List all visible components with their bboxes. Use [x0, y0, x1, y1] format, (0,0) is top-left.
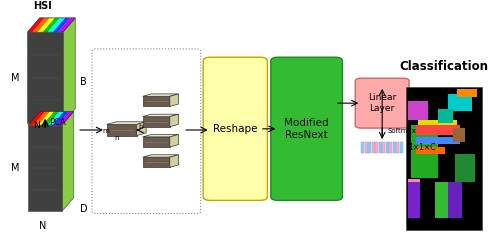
- Polygon shape: [106, 122, 146, 124]
- Text: N: N: [34, 121, 40, 130]
- Bar: [452, 128, 465, 142]
- Bar: [418, 120, 458, 125]
- Polygon shape: [28, 32, 63, 123]
- Polygon shape: [170, 155, 178, 167]
- Polygon shape: [38, 18, 55, 32]
- Bar: [406, 87, 482, 230]
- Text: m: m: [102, 128, 109, 134]
- Polygon shape: [106, 124, 136, 136]
- Polygon shape: [42, 18, 60, 32]
- Polygon shape: [142, 137, 170, 147]
- Polygon shape: [28, 125, 62, 211]
- Polygon shape: [136, 122, 146, 136]
- Bar: [368, 142, 372, 153]
- Text: Modified
ResNext: Modified ResNext: [284, 118, 329, 140]
- Text: Linear
Layer: Linear Layer: [368, 94, 396, 113]
- Bar: [400, 142, 402, 153]
- Text: M: M: [11, 163, 20, 173]
- Polygon shape: [58, 18, 76, 32]
- Text: b: b: [138, 124, 142, 130]
- Polygon shape: [142, 96, 170, 106]
- Text: Classification: Classification: [400, 60, 488, 73]
- Polygon shape: [142, 157, 170, 167]
- Text: Softmax: Softmax: [387, 128, 416, 134]
- Polygon shape: [32, 18, 50, 32]
- Polygon shape: [48, 112, 64, 125]
- FancyBboxPatch shape: [271, 57, 342, 201]
- Polygon shape: [53, 18, 70, 32]
- FancyBboxPatch shape: [356, 78, 409, 128]
- Polygon shape: [170, 94, 178, 106]
- Bar: [438, 108, 452, 123]
- Bar: [361, 142, 364, 153]
- Bar: [375, 142, 378, 153]
- Polygon shape: [28, 18, 45, 32]
- Polygon shape: [142, 134, 178, 137]
- Bar: [364, 142, 368, 153]
- Bar: [389, 142, 392, 153]
- Polygon shape: [170, 134, 178, 147]
- Bar: [416, 147, 445, 154]
- Bar: [416, 137, 460, 144]
- Bar: [455, 154, 475, 182]
- Bar: [396, 142, 399, 153]
- Polygon shape: [38, 112, 54, 125]
- Polygon shape: [142, 94, 178, 96]
- Polygon shape: [142, 155, 178, 157]
- Bar: [382, 142, 386, 153]
- Text: n: n: [114, 135, 119, 141]
- Polygon shape: [33, 112, 50, 125]
- Bar: [378, 142, 382, 153]
- Polygon shape: [170, 114, 178, 127]
- Text: B: B: [80, 77, 87, 87]
- Bar: [416, 125, 460, 135]
- Polygon shape: [63, 18, 76, 123]
- Text: M: M: [11, 72, 20, 83]
- Bar: [372, 142, 375, 153]
- Bar: [408, 101, 428, 120]
- Text: Reshape: Reshape: [213, 124, 258, 134]
- Bar: [410, 125, 438, 178]
- Polygon shape: [42, 112, 59, 125]
- Bar: [436, 182, 455, 218]
- Polygon shape: [48, 18, 65, 32]
- Bar: [408, 179, 420, 182]
- Bar: [392, 142, 396, 153]
- Text: N: N: [39, 221, 46, 231]
- Text: HSI: HSI: [34, 1, 52, 11]
- Text: D: D: [80, 204, 87, 214]
- Polygon shape: [28, 112, 45, 125]
- Bar: [386, 142, 389, 153]
- Bar: [448, 94, 472, 111]
- Polygon shape: [52, 112, 69, 125]
- Bar: [458, 90, 477, 96]
- Polygon shape: [62, 112, 74, 211]
- Polygon shape: [142, 114, 178, 116]
- Text: PCA: PCA: [49, 118, 66, 127]
- Polygon shape: [142, 116, 170, 127]
- Text: 1×1×C: 1×1×C: [408, 143, 436, 152]
- Bar: [448, 182, 462, 218]
- FancyBboxPatch shape: [203, 57, 268, 201]
- Polygon shape: [57, 112, 74, 125]
- Bar: [408, 182, 420, 218]
